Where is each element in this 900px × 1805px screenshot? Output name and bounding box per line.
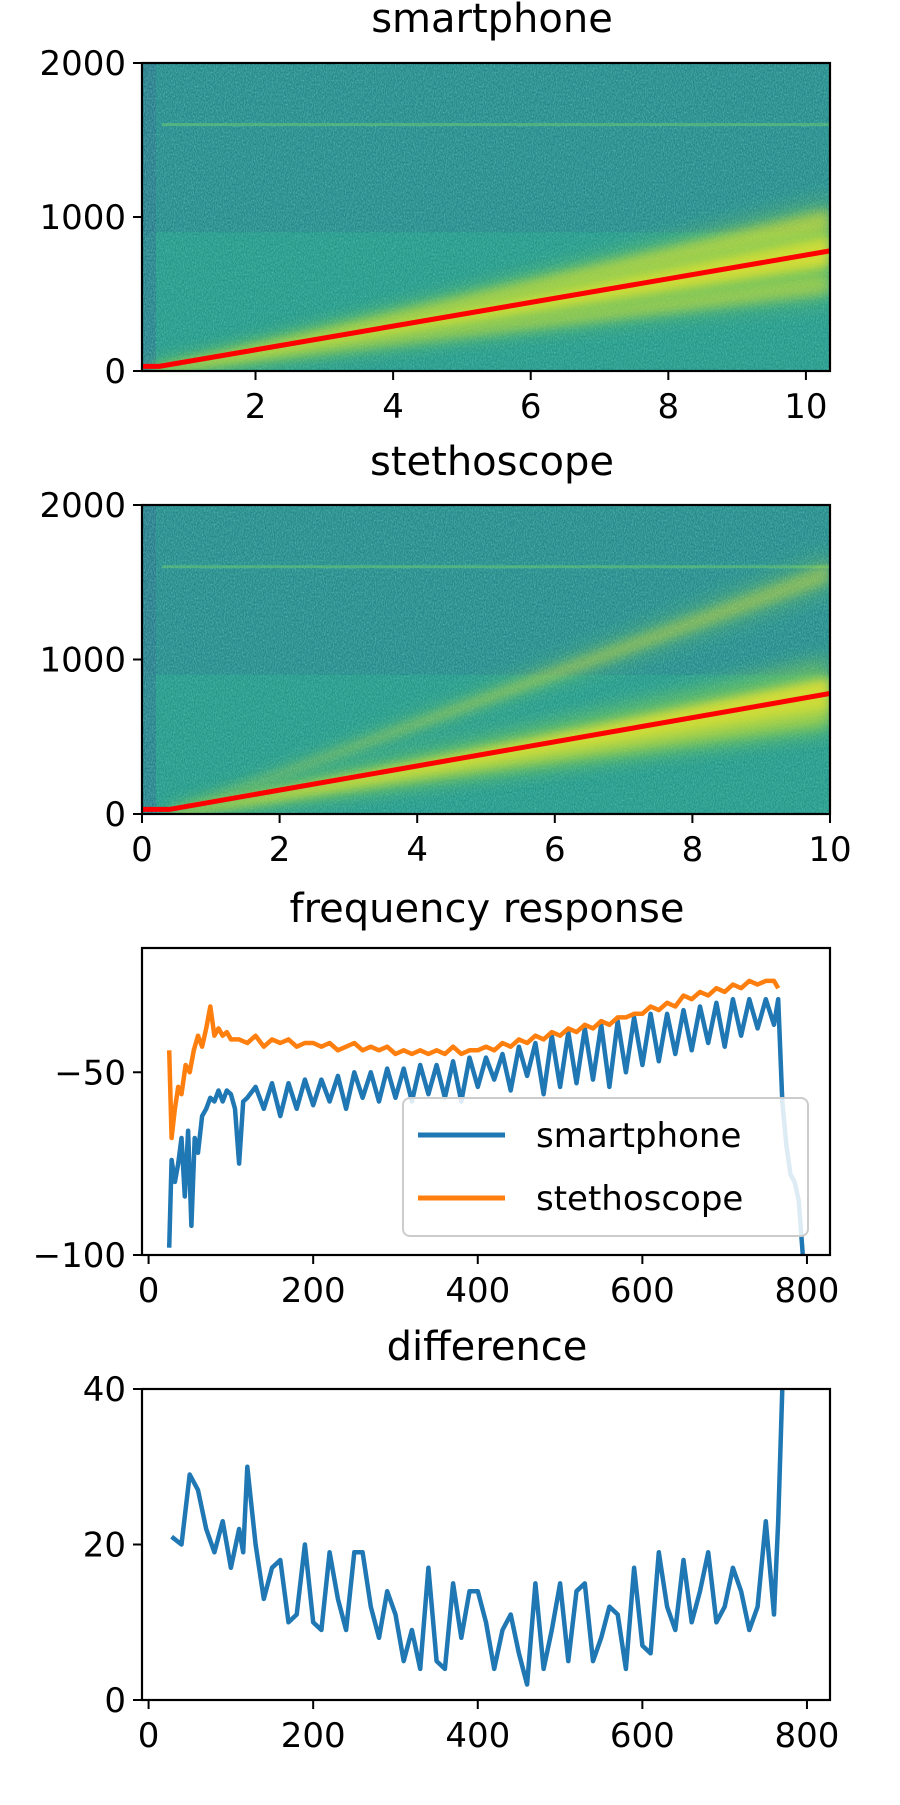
y-tick-label: 1000 xyxy=(39,198,126,238)
plot-lines xyxy=(170,1389,785,1687)
panel-title: smartphone xyxy=(371,0,613,42)
y-tick-label: 2000 xyxy=(39,44,126,84)
series-group xyxy=(166,978,806,1255)
legend-label-stethoscope: stethoscope xyxy=(536,1179,743,1219)
panel-title: stethoscope xyxy=(370,439,614,485)
y-tick-label: 0 xyxy=(104,795,126,835)
spectrogram-layers xyxy=(142,505,830,814)
y-tick-label: −100 xyxy=(33,1236,126,1276)
x-tick-label: 2 xyxy=(269,830,291,870)
axes: 0 2 4 6 8 10 0 1000 2000 xyxy=(39,486,851,870)
x-tick-label: 0 xyxy=(131,830,153,870)
panel-title: frequency response xyxy=(289,886,684,932)
x-tick-label: 6 xyxy=(520,387,542,427)
spectrogram-chirp-glow xyxy=(169,551,830,814)
x-tick-label: 10 xyxy=(808,830,851,870)
spectrogram-layers xyxy=(142,63,830,371)
x-tick-label: 400 xyxy=(445,1271,510,1311)
x-tick-label: 8 xyxy=(657,387,679,427)
spectrogram-image xyxy=(142,63,830,371)
spectrogram-chirp-band xyxy=(169,563,830,814)
plot-frame xyxy=(140,946,832,1257)
y-tick-label: 2000 xyxy=(39,486,126,526)
y-tick-label: 0 xyxy=(104,1681,126,1721)
fit-line xyxy=(142,691,830,812)
spectrogram-chirp-glow xyxy=(152,195,830,371)
panel-smartphone-spectrogram: smartphone 2 4 6 8 10 0 1000 2000 xyxy=(39,0,832,427)
axes: 2 4 6 8 10 0 1000 2000 xyxy=(39,44,832,427)
spectrogram-chirp-glow xyxy=(152,263,830,371)
x-tick-label: 0 xyxy=(138,1271,160,1311)
spectrogram-image xyxy=(142,505,830,814)
series-line-stethoscope xyxy=(166,978,781,1141)
x-tick-label: 800 xyxy=(775,1716,840,1756)
y-tick-label: 0 xyxy=(104,352,126,392)
x-tick-label: 10 xyxy=(784,387,827,427)
spectrogram-chirp-band xyxy=(152,274,830,371)
x-tick-label: 600 xyxy=(610,1716,675,1756)
x-tick-label: 0 xyxy=(138,1716,160,1756)
x-tick-label: 4 xyxy=(406,830,428,870)
plot-lines xyxy=(166,978,806,1255)
panel-frequency-response: frequency response 0 200 400 600 800−100−50 … xyxy=(33,886,840,1311)
panel-stethoscope-spectrogram: stethoscope 0 2 4 6 8 10 0 1000 2000 xyxy=(39,439,851,870)
panel-title: difference xyxy=(387,1324,588,1370)
y-tick-label: −50 xyxy=(54,1053,126,1093)
y-tick-label: 40 xyxy=(83,1370,126,1410)
y-tick-label: 1000 xyxy=(39,641,126,681)
legend: smartphone stethoscope xyxy=(402,1097,809,1237)
x-tick-label: 400 xyxy=(445,1716,510,1756)
y-tick-label: 20 xyxy=(83,1526,126,1566)
spectrogram-chirp-glow xyxy=(169,657,830,814)
x-tick-label: 200 xyxy=(281,1716,346,1756)
series-group xyxy=(170,1389,785,1687)
axes: 0 200 400 600 800 −100 −50 xyxy=(33,946,840,1311)
x-tick-label: 800 xyxy=(775,1271,840,1311)
axes: 0 200 400 600 800 0 20 40 xyxy=(83,1370,840,1756)
legend-label-smartphone: smartphone xyxy=(536,1116,741,1156)
x-tick-label: 2 xyxy=(245,387,267,427)
series-line xyxy=(170,1389,785,1687)
x-tick-label: 200 xyxy=(281,1271,346,1311)
spectrogram-chirp-band xyxy=(169,705,830,814)
x-tick-label: 8 xyxy=(682,830,704,870)
x-tick-label: 4 xyxy=(382,387,404,427)
x-tick-label: 6 xyxy=(544,830,566,870)
fit-line xyxy=(142,248,830,369)
spectrogram-chirp-band xyxy=(152,209,830,371)
panel-difference: difference 0 200 400 600 800 0 20 40 xyxy=(83,1324,840,1756)
x-tick-label: 600 xyxy=(610,1271,675,1311)
series-line-smartphone xyxy=(166,996,806,1255)
